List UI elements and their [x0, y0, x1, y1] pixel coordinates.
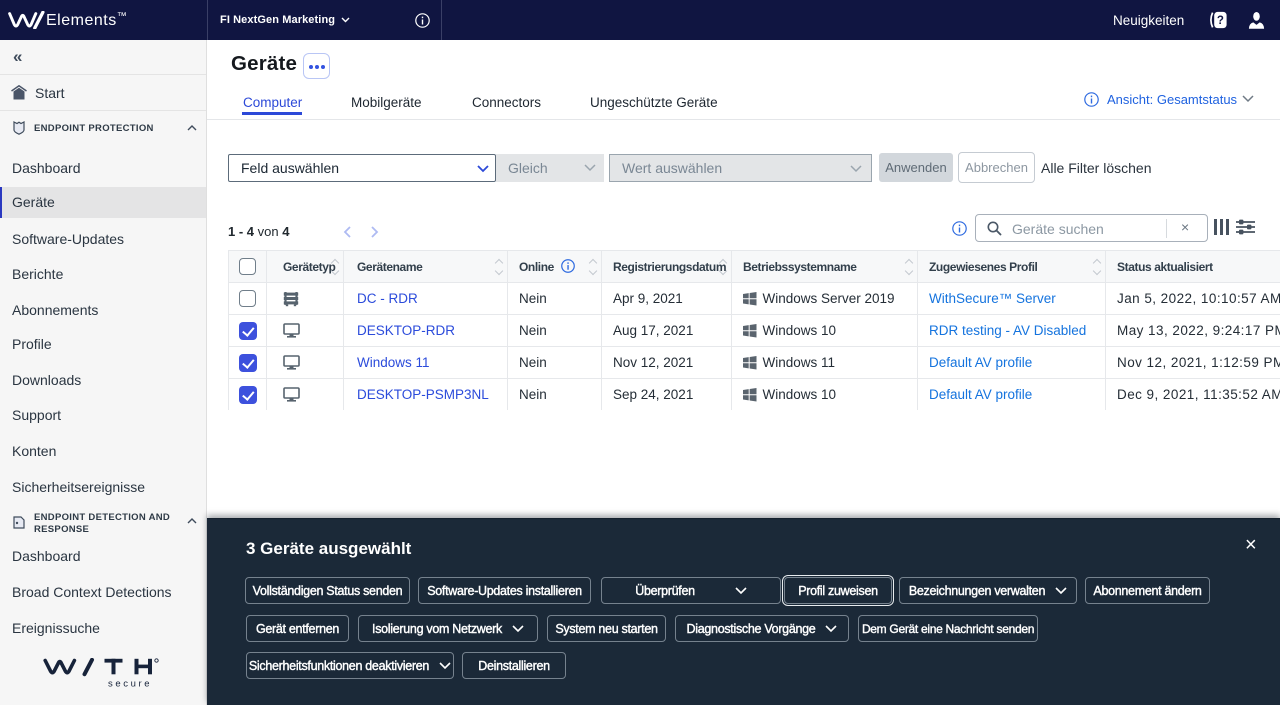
svg-text:secure: secure: [108, 679, 152, 689]
svg-text:?: ?: [1217, 15, 1224, 27]
